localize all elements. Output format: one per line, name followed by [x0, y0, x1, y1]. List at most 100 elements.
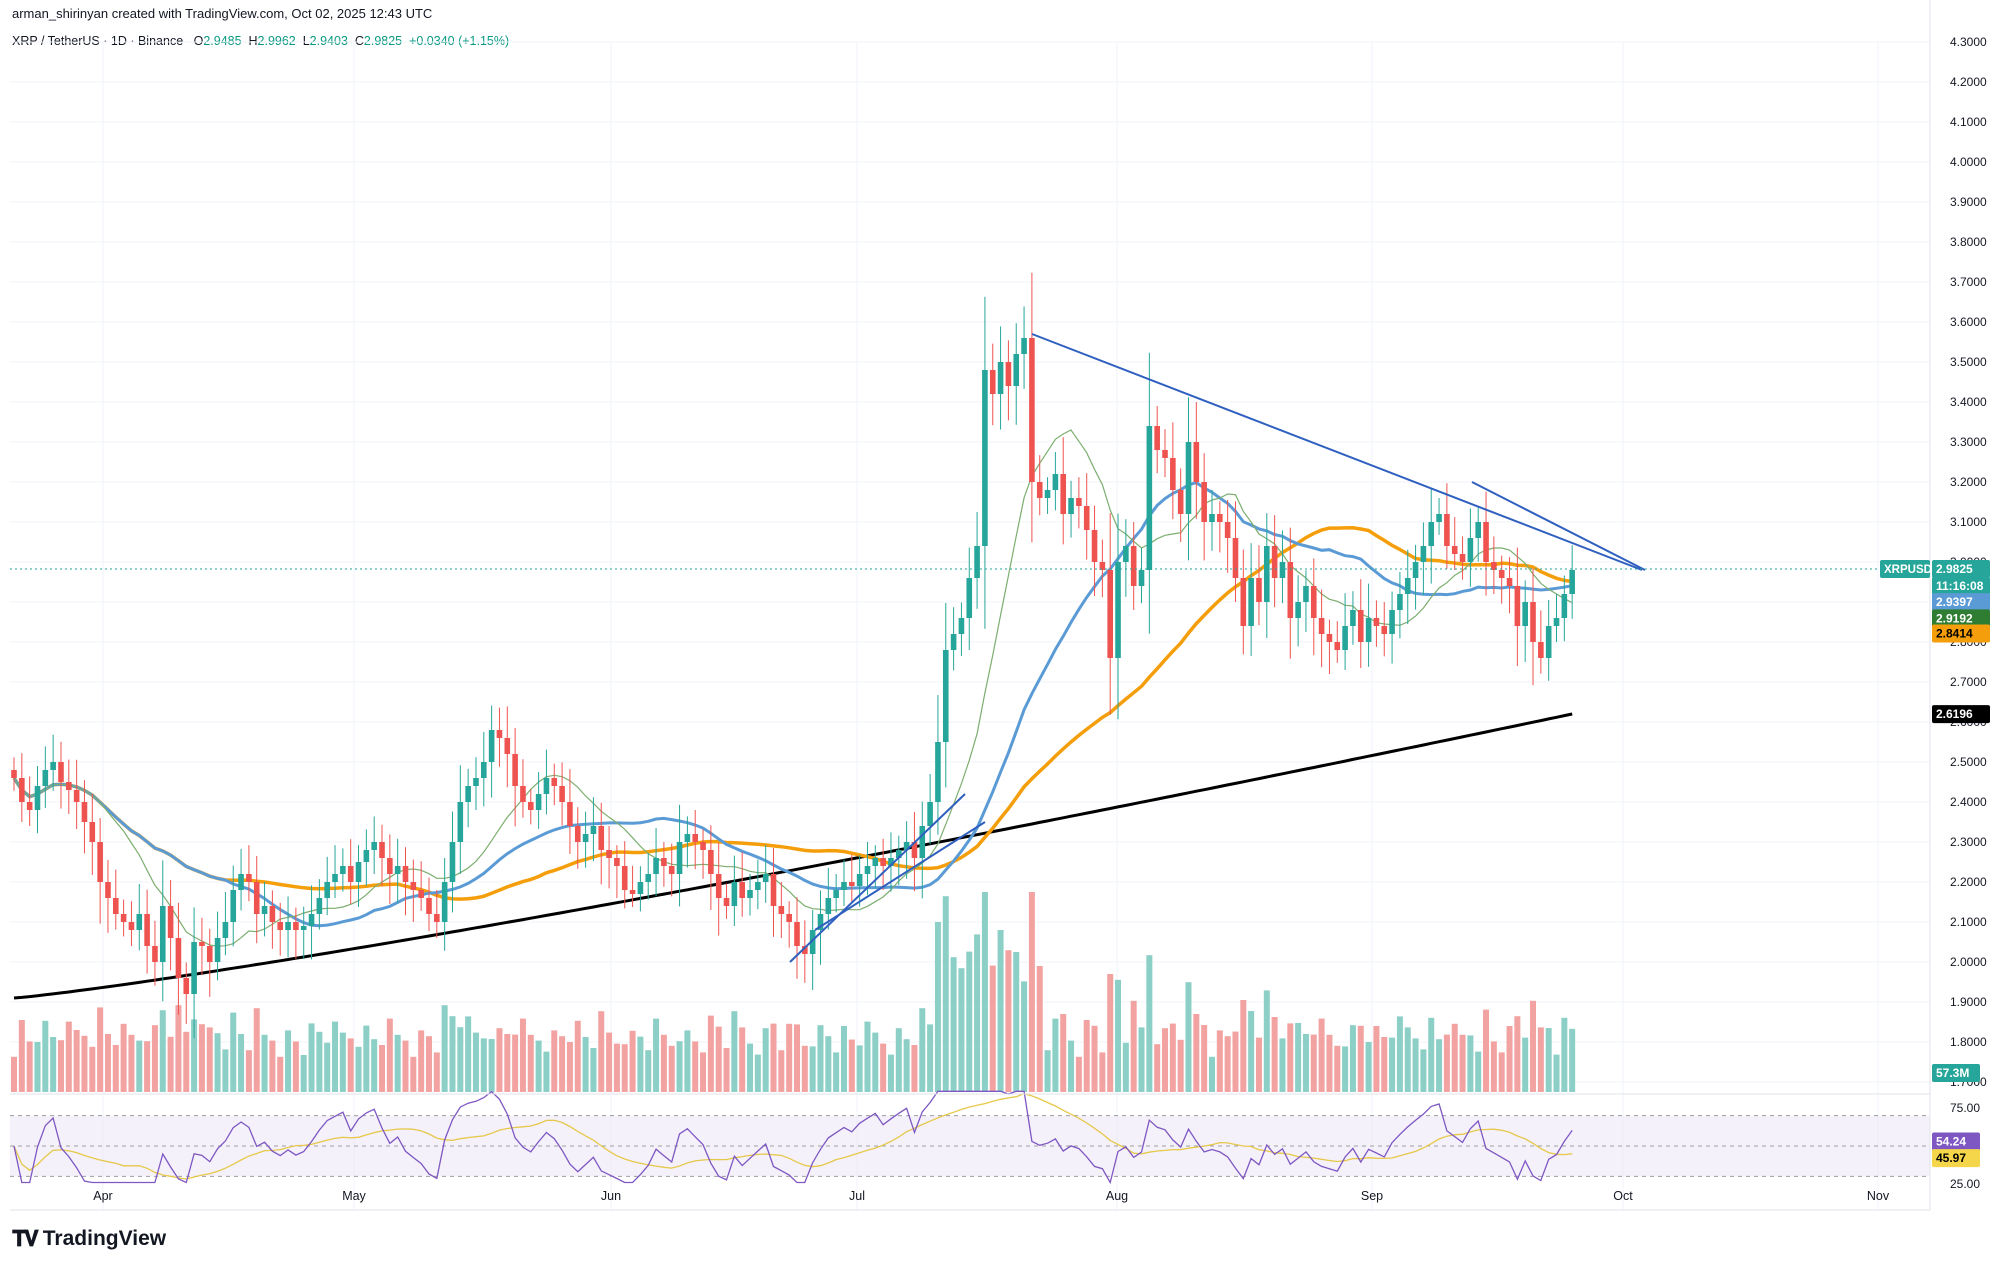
candle-body [308, 914, 315, 926]
volume-bar [598, 1011, 605, 1092]
candle-body [1271, 546, 1278, 578]
candle-body [582, 834, 589, 842]
volume-bar [371, 1039, 378, 1092]
volume-bar [527, 1034, 534, 1092]
candle-body [1475, 522, 1482, 538]
volume-bar [1255, 1037, 1262, 1092]
volume-bar [57, 1040, 64, 1092]
candle-body [246, 874, 252, 882]
volume-bar [1483, 1009, 1490, 1092]
chart-attribution: arman_shirinyan created with TradingView… [12, 6, 433, 21]
volume-bar [418, 1030, 425, 1092]
volume-bar [1021, 981, 1028, 1092]
candle-body [1514, 586, 1521, 626]
candle-body [1357, 610, 1364, 642]
volume-bar [1506, 1026, 1513, 1092]
candle-body [927, 802, 933, 826]
volume-bar [292, 1041, 299, 1092]
tradingview-logo[interactable]: 𝐓𝐕 TradingView [12, 1226, 166, 1252]
candle-body [347, 866, 354, 882]
candle-body [574, 826, 581, 842]
volume-bar [457, 1027, 464, 1092]
candle-body [73, 790, 80, 802]
descending-trendline [1031, 333, 1643, 571]
low-label: L [302, 34, 310, 48]
candle-body [1013, 354, 1020, 386]
candle-body [1193, 442, 1200, 482]
candle-body [864, 866, 871, 874]
volume-bar [18, 1020, 25, 1092]
volume-bar [198, 1024, 205, 1092]
price-tick-label: 4.3000 [1950, 35, 1987, 49]
volume-bar [668, 1045, 675, 1092]
volume-bar [1060, 1014, 1067, 1092]
volume-bar [707, 1015, 714, 1092]
rsi-badge-bg [1932, 1132, 1980, 1151]
candle-body [715, 874, 722, 898]
volume-bar [1177, 1039, 1184, 1092]
symbol-info-bar[interactable]: XRP / TetherUS · 1D · Binance O2.9485 H2… [12, 34, 509, 48]
candle-body [19, 778, 25, 802]
candle-body [1130, 546, 1137, 586]
candle-body [418, 890, 424, 898]
price-tick-label: 3.4000 [1950, 395, 1987, 409]
volume-bar [1295, 1023, 1302, 1092]
volume-bar [285, 1030, 292, 1092]
candle-body [966, 578, 973, 618]
candle-body [614, 858, 620, 866]
candle-body [817, 914, 824, 930]
volume-bar [590, 1048, 597, 1092]
volume-bar [1342, 1046, 1349, 1092]
volume-bar [332, 1021, 339, 1092]
candle-body [1185, 442, 1192, 514]
volume-bar [754, 1054, 761, 1092]
volume-bar [739, 1027, 746, 1092]
price-tick-label: 3.6000 [1950, 315, 1987, 329]
candle-body [637, 882, 644, 894]
volume-bar [919, 1008, 926, 1092]
candle-body [1295, 602, 1301, 618]
candle-body [191, 942, 197, 994]
candle-body [206, 946, 213, 962]
candle-body [58, 762, 64, 782]
candle-body [692, 834, 699, 842]
volume-bar [817, 1025, 824, 1092]
candles[interactable] [11, 272, 1575, 1039]
volume-badge: 57.3M [1936, 1066, 1969, 1080]
candle-body [629, 890, 636, 894]
volume-bar [1459, 1034, 1466, 1092]
volume-bar [1318, 1018, 1325, 1092]
candle-body [747, 890, 753, 898]
volume-bar [848, 1039, 855, 1092]
candle-body [512, 754, 518, 786]
volume-bar [1263, 990, 1270, 1092]
volume-bar [1530, 1000, 1537, 1092]
candle-body [708, 850, 714, 874]
volume-bar [778, 1050, 785, 1092]
candle-body [1522, 602, 1528, 626]
volume-bar [214, 1033, 221, 1092]
volume-bar [347, 1038, 354, 1092]
volume-bar [825, 1036, 832, 1092]
volume-bar [1381, 1037, 1388, 1092]
ma-orange-line [12, 526, 1573, 901]
volume-bar [519, 1018, 526, 1092]
trendlines[interactable] [10, 333, 1930, 963]
volume-bar [191, 1019, 198, 1092]
candle-body [567, 802, 573, 826]
time-tick-label: Aug [1106, 1189, 1128, 1203]
volume-bar [1334, 1045, 1341, 1092]
volume-bar [864, 1021, 871, 1092]
candle-body [1451, 546, 1458, 554]
candle-body [410, 882, 417, 890]
candle-body [888, 858, 894, 866]
candle-body [1240, 578, 1247, 626]
candle-body [778, 906, 785, 914]
symbol-name: XRP / TetherUS · 1D · Binance [12, 34, 184, 48]
rsi-pane[interactable]: 75.00 25.00 [10, 1090, 1980, 1191]
price-tick-label: 2.3000 [1950, 835, 1987, 849]
volume-bar [167, 1036, 174, 1092]
candle-body [786, 914, 792, 922]
volume-bar [543, 1051, 550, 1092]
